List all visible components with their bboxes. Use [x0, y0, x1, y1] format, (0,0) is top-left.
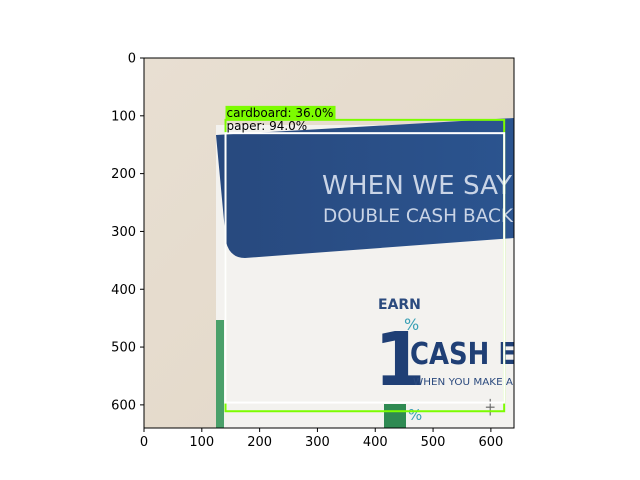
detection-label-1: paper: 94.0% [227, 119, 308, 133]
blue-panel [216, 118, 514, 258]
y-tick-label-2: 200 [111, 167, 136, 182]
earn-text: EARN [378, 297, 421, 313]
detections-layer [224, 118, 506, 413]
y-tick-label-5: 500 [111, 341, 136, 356]
detection-labels: cardboard: 36.0%paper: 94.0% [225, 105, 336, 133]
y-tick-label-1: 100 [111, 109, 136, 124]
x-tick-label-3: 300 [305, 435, 330, 450]
x-tick-label-5: 500 [421, 435, 446, 450]
x-tick-label-6: 600 [478, 435, 503, 450]
percent-sign: % [404, 315, 419, 334]
cash-text: CASH E [410, 337, 516, 372]
x-tick-label-0: 0 [140, 435, 148, 450]
card-green-edge [216, 320, 224, 428]
headline-1: WHEN WE SAY [322, 171, 512, 201]
detection-box-1 [224, 132, 506, 404]
bottom-percent: % [408, 406, 422, 424]
bottom-green-bar [384, 404, 406, 428]
y-tick-label-0: 0 [128, 52, 136, 67]
detection-label-0: cardboard: 36.0% [227, 106, 334, 120]
x-tick-label-2: 200 [247, 435, 272, 450]
y-tick-label-6: 600 [111, 398, 136, 413]
y-tick-label-3: 300 [111, 225, 136, 240]
detection-label-bg-0 [225, 105, 336, 120]
corner-mark: ┼ [485, 398, 495, 416]
x-tick-label-4: 400 [363, 435, 388, 450]
ticks-layer: 0 100 200 300 400 500 600 0 100 200 300 400 500 600 [111, 52, 503, 451]
big-one: 1 [374, 317, 426, 403]
y-tick-label-4: 400 [111, 283, 136, 298]
axes-frame [143, 57, 515, 429]
sub-text: WHEN YOU MAKE A [413, 377, 513, 388]
headline-2: DOUBLE CASH BACK [323, 205, 514, 227]
x-tick-label-1: 100 [189, 435, 214, 450]
